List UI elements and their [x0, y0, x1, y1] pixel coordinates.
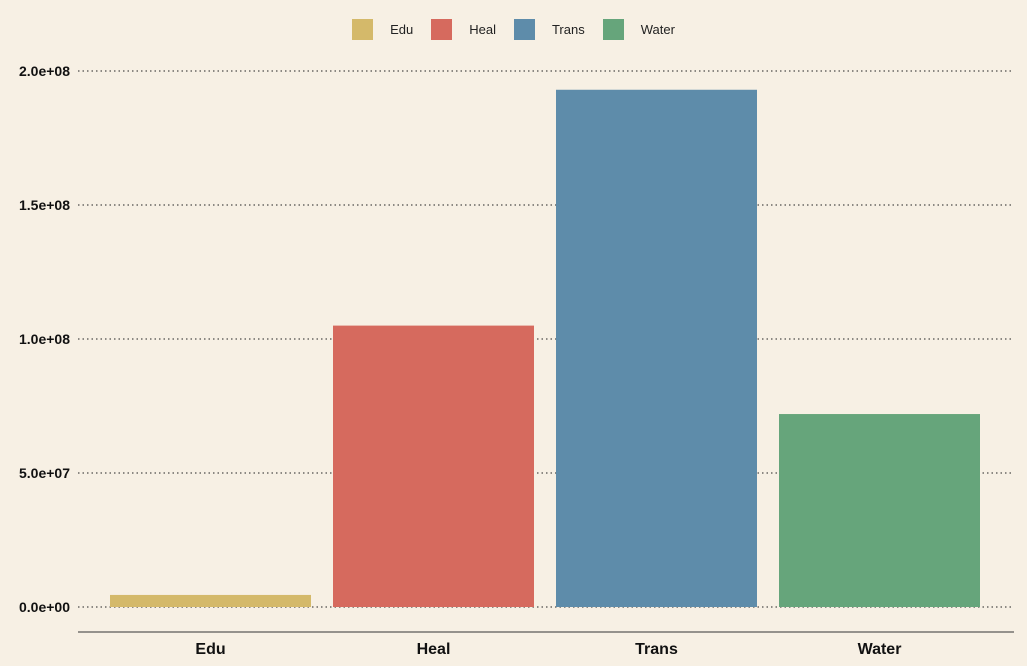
legend-swatch — [513, 19, 535, 40]
legend: Edu Heal Trans Water — [0, 19, 1027, 40]
y-axis-ticks: 0.0e+00 5.0e+07 1.0e+08 1.5e+08 2.0e+08 — [19, 63, 70, 615]
y-tick-label: 1.5e+08 — [19, 197, 70, 213]
legend-label: Trans — [551, 22, 585, 37]
bars — [110, 89, 980, 607]
x-tick-label: Heal — [417, 641, 451, 658]
y-tick-label: 2.0e+08 — [19, 63, 70, 79]
bar-trans — [556, 89, 757, 607]
legend-label: Water — [640, 22, 675, 37]
legend-item-trans: Trans — [513, 19, 585, 40]
legend-swatch — [602, 19, 624, 40]
x-axis-ticks: Edu Heal Trans Water — [195, 641, 901, 658]
x-tick-label: Trans — [635, 641, 678, 658]
bar-heal — [333, 325, 534, 607]
y-tick-label: 5.0e+07 — [19, 465, 70, 481]
x-tick-label: Edu — [195, 641, 225, 658]
bar-water — [779, 414, 980, 607]
legend-item-edu: Edu — [352, 19, 413, 40]
y-tick-label: 1.0e+08 — [19, 331, 70, 347]
legend-swatch — [431, 19, 453, 40]
legend-item-heal: Heal — [431, 19, 496, 40]
y-tick-label: 0.0e+00 — [19, 599, 70, 615]
legend-label: Edu — [390, 22, 414, 37]
x-tick-label: Water — [858, 641, 902, 658]
legend-swatch — [352, 19, 374, 40]
legend-label: Heal — [469, 22, 496, 37]
legend-item-water: Water — [602, 19, 675, 40]
bar-edu — [110, 594, 311, 607]
